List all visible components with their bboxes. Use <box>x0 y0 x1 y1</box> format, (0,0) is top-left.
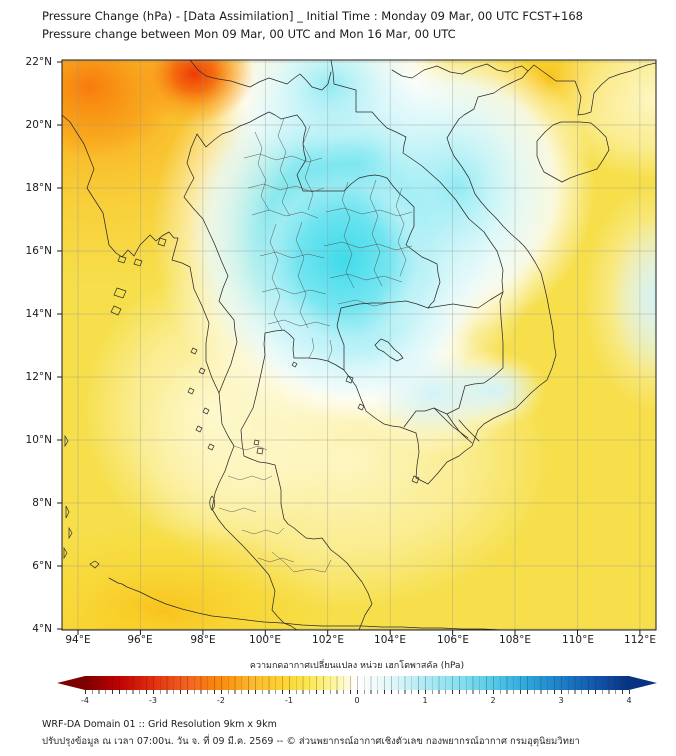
y-axis-label: 12°N <box>25 371 52 383</box>
colorbar-title: ความกดอากาศเปลี่ยนแปลง หน่วย เฮกโตพาสคัล… <box>249 661 465 671</box>
colorbar-left-arrow <box>57 676 85 690</box>
x-axis-label: 100°E <box>249 634 281 646</box>
y-axis-label: 14°N <box>25 308 52 320</box>
plot-frame <box>61 59 657 631</box>
colorbar-label: 3 <box>558 696 564 705</box>
colorbar-label: 1 <box>422 696 428 705</box>
footer-credit-thai: ปรับปรุงข้อมูล ณ เวลา 07:00น. วัน จ. ที่… <box>42 736 580 747</box>
y-axis-label: 6°N <box>32 560 52 572</box>
x-axis-label: 108°E <box>499 634 531 646</box>
y-axis-label: 8°N <box>32 497 52 509</box>
x-axis-label: 94°E <box>65 634 91 646</box>
figure-title-line2: Pressure change between Mon 09 Mar, 00 U… <box>42 27 456 41</box>
footer-domain-info: WRF-DA Domain 01 :: Grid Resolution 9km … <box>42 719 277 730</box>
axis-ticks <box>57 61 641 635</box>
y-axis-label: 10°N <box>25 434 52 446</box>
colorbar-label: -3 <box>149 696 157 705</box>
province-boundaries <box>218 117 413 573</box>
x-axis-label: 112°E <box>624 634 656 646</box>
colorbar-gradient <box>85 676 629 690</box>
grid-lines <box>62 60 656 630</box>
figure-title-line1: Pressure Change (hPa) - [Data Assimilati… <box>42 9 583 23</box>
x-axis-label: 98°E <box>190 634 216 646</box>
y-axis-label: 16°N <box>25 245 52 257</box>
x-axis-label: 96°E <box>127 634 153 646</box>
colorbar-label: -2 <box>217 696 225 705</box>
colorbar-label: -1 <box>285 696 293 705</box>
islands <box>63 237 420 569</box>
colorbar-ticks <box>85 690 630 694</box>
colorbar-label: 4 <box>626 696 632 705</box>
x-axis-label: 104°E <box>374 634 406 646</box>
colorbar-label: 2 <box>490 696 496 705</box>
x-axis-label: 106°E <box>437 634 469 646</box>
pressure-field <box>62 60 656 630</box>
y-axis-label: 20°N <box>25 119 52 131</box>
x-axis-label: 102°E <box>312 634 344 646</box>
colorbar-right-arrow <box>629 676 657 690</box>
y-axis-label: 4°N <box>32 623 52 635</box>
colorbar-segments <box>85 676 629 690</box>
colorbar-label: -4 <box>81 696 89 705</box>
y-axis-label: 22°N <box>25 56 52 68</box>
colorbar-label: 0 <box>354 696 360 705</box>
map-plot <box>57 59 657 635</box>
colorbar: -4 -3 -2 -1 0 1 2 3 4 <box>57 676 657 706</box>
x-axis-label: 110°E <box>562 634 594 646</box>
y-axis-label: 18°N <box>25 182 52 194</box>
